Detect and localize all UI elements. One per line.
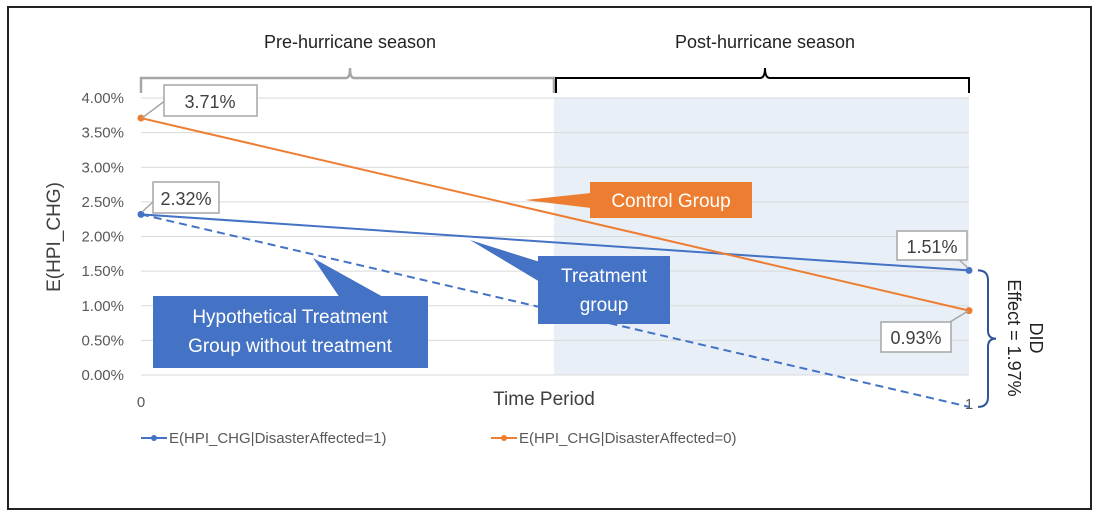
did-effect-label: DID Effect = 1.97% [1004,279,1046,396]
did-label-line2: Effect = 1.97% [1004,279,1024,396]
treatment-group-label-line1: Treatment [561,266,648,287]
hypothetical-label-line1: Hypothetical Treatment [192,307,388,328]
series-label-value: 0.93% [890,328,941,348]
treatment-group-label-line2: group [580,295,629,316]
data-point [965,266,973,274]
series-label-value: 1.51% [906,237,957,257]
data-point [137,114,145,122]
legend: E(HPI_CHG|DisasterAffected=1) E(HPI_CHG|… [141,430,736,447]
x-tick-label: 1 [965,396,973,413]
control-group-label: Control Group [611,191,730,212]
did-label-line1: DID [1026,323,1046,354]
data-points [137,114,973,315]
y-axis-title: E(HPI_CHG) [44,182,65,292]
did-brace [977,269,997,408]
treatment-series-line [140,213,970,272]
data-point [965,307,973,315]
legend-label: E(HPI_CHG|DisasterAffected=1) [169,430,386,447]
control-group-callout: Control Group [525,182,752,218]
chart-frame [7,6,1092,510]
y-tick-label: 2.50% [81,194,124,211]
y-tick-label: 0.50% [81,332,124,349]
y-tick-label: 3.00% [81,159,124,176]
hypothetical-callout: Hypothetical Treatment Group without tre… [153,258,428,368]
y-tick-labels: 0.00% 0.50% 1.00% 1.50% 2.00% 2.50% 3.00% 3.50%… [81,90,124,384]
label-2-32: 2.32% [141,181,220,214]
x-axis-title: Time Period [493,389,595,410]
legend-label: E(HPI_CHG|DisasterAffected=0) [519,430,736,447]
post-season-bracket [555,67,970,93]
y-tick-label: 4.00% [81,90,124,107]
y-tick-label: 1.50% [81,263,124,280]
label-1-51: 1.51% [896,230,969,269]
data-point [137,210,145,218]
legend-item-control: E(HPI_CHG|DisasterAffected=0) [491,430,736,447]
pre-season-label: Pre-hurricane season [264,32,436,52]
control-series-line [140,117,970,312]
y-tick-label: 1.00% [81,298,124,315]
y-tick-label: 2.00% [81,229,124,246]
x-tick-label: 0 [137,394,145,411]
hypothetical-label-line2: Group without treatment [188,336,393,357]
y-tick-label: 0.00% [81,367,124,384]
y-tick-label: 3.50% [81,125,124,142]
series-label-value: 2.32% [160,189,211,209]
series-label-value: 3.71% [184,92,235,112]
post-season-label: Post-hurricane season [675,32,855,52]
hypothetical-treatment-line [140,213,970,408]
pre-season-bracket [139,67,556,93]
label-3-71: 3.71% [141,84,258,119]
label-0-93: 0.93% [880,310,969,353]
legend-item-treatment: E(HPI_CHG|DisasterAffected=1) [141,430,386,447]
treatment-group-callout: Treatment group [470,240,670,324]
